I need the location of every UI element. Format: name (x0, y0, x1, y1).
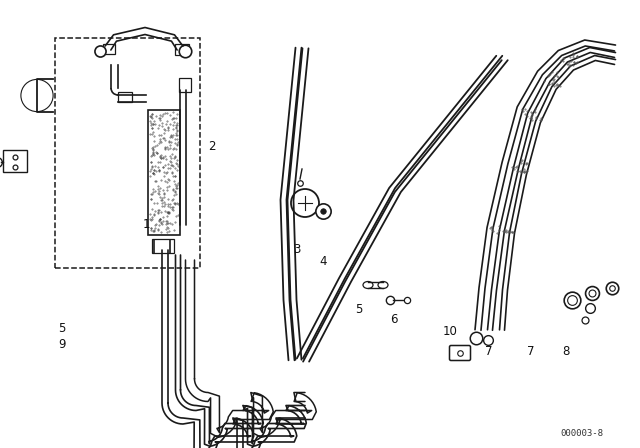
Text: 000003-8: 000003-8 (560, 429, 603, 438)
Bar (175, 44, 189, 55)
Text: 5: 5 (58, 322, 65, 335)
Bar (118, 92, 132, 102)
Bar (152, 239, 174, 253)
Bar (103, 44, 115, 54)
Text: 5: 5 (355, 303, 362, 316)
Ellipse shape (378, 281, 388, 289)
Circle shape (291, 189, 319, 217)
Circle shape (21, 79, 53, 112)
Text: 9: 9 (58, 338, 65, 351)
Text: 1: 1 (143, 218, 150, 231)
Bar (55, 38, 200, 268)
FancyBboxPatch shape (449, 345, 470, 361)
Bar (179, 78, 191, 92)
Bar (148, 110, 180, 235)
Text: 4: 4 (319, 255, 326, 268)
Text: 7: 7 (527, 345, 534, 358)
Ellipse shape (363, 281, 373, 289)
Text: 10: 10 (443, 325, 458, 338)
Text: 7: 7 (485, 345, 493, 358)
Text: 2: 2 (208, 140, 216, 153)
Text: 3: 3 (293, 243, 300, 256)
Text: 6: 6 (390, 313, 397, 326)
Text: 8: 8 (562, 345, 570, 358)
Bar (3, 150, 27, 172)
